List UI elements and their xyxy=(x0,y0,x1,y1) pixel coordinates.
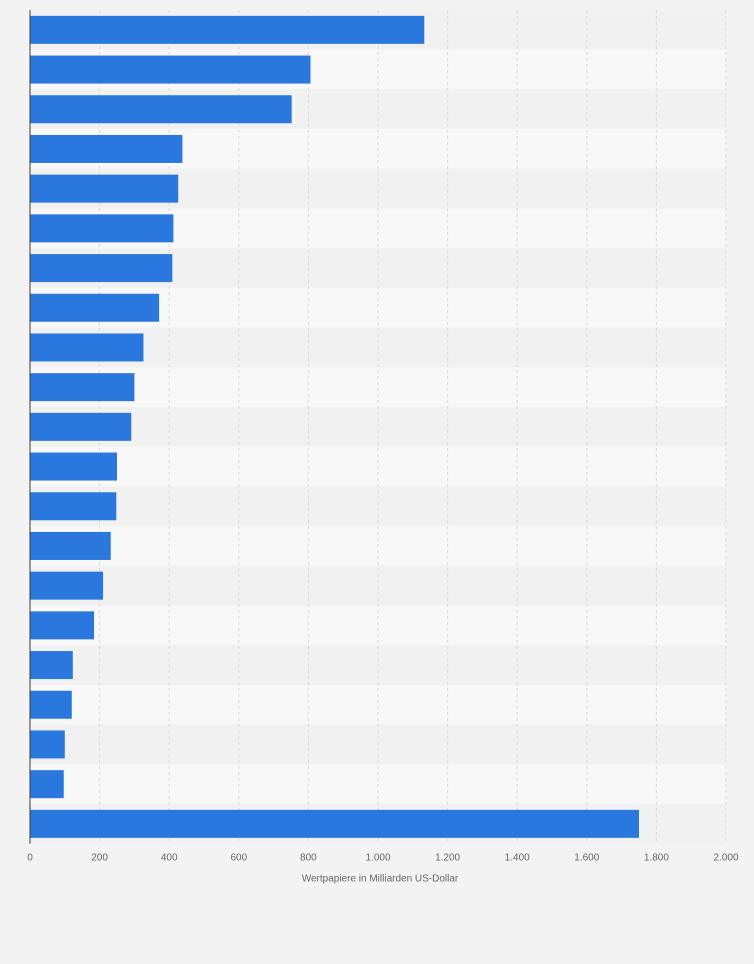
bar[interactable] xyxy=(30,452,117,481)
bar[interactable] xyxy=(30,690,72,719)
x-tick-label: 1.400 xyxy=(505,853,530,864)
bar[interactable] xyxy=(30,333,144,362)
bar[interactable] xyxy=(30,492,117,521)
bars xyxy=(30,15,639,838)
bar[interactable] xyxy=(30,95,292,124)
bar[interactable] xyxy=(30,134,183,163)
x-tick-label: 1.200 xyxy=(435,853,460,864)
bar[interactable] xyxy=(30,15,425,44)
bar[interactable] xyxy=(30,55,311,84)
x-tick-label: 1.000 xyxy=(365,853,390,864)
x-tick-label: 200 xyxy=(91,853,108,864)
x-tick-label: 0 xyxy=(27,853,33,864)
bar[interactable] xyxy=(30,611,95,640)
bar[interactable] xyxy=(30,730,65,759)
bar[interactable] xyxy=(30,809,639,838)
bar[interactable] xyxy=(30,174,179,203)
bar[interactable] xyxy=(30,412,132,441)
x-tick-label: 600 xyxy=(230,853,247,864)
x-tick-label: 1.800 xyxy=(644,853,669,864)
x-tick-label: 2.000 xyxy=(713,853,738,864)
bar[interactable] xyxy=(30,651,73,680)
bar[interactable] xyxy=(30,373,135,402)
x-tick-label: 400 xyxy=(161,853,178,864)
row-band xyxy=(30,486,726,527)
x-tick-label: 1.600 xyxy=(574,853,599,864)
x-axis-label: Wertpapiere in Milliarden US-Dollar xyxy=(302,874,459,885)
bar[interactable] xyxy=(30,571,104,600)
bar[interactable] xyxy=(30,293,160,322)
row-band xyxy=(30,684,726,725)
bar[interactable] xyxy=(30,254,173,283)
bar[interactable] xyxy=(30,770,64,799)
bar[interactable] xyxy=(30,214,174,243)
bar[interactable] xyxy=(30,531,111,560)
x-tick-label: 800 xyxy=(300,853,317,864)
x-tick-labels: 0 200 400 600 800 1.000 1.200 1.400 1.600 1.800 2.… xyxy=(27,853,739,864)
